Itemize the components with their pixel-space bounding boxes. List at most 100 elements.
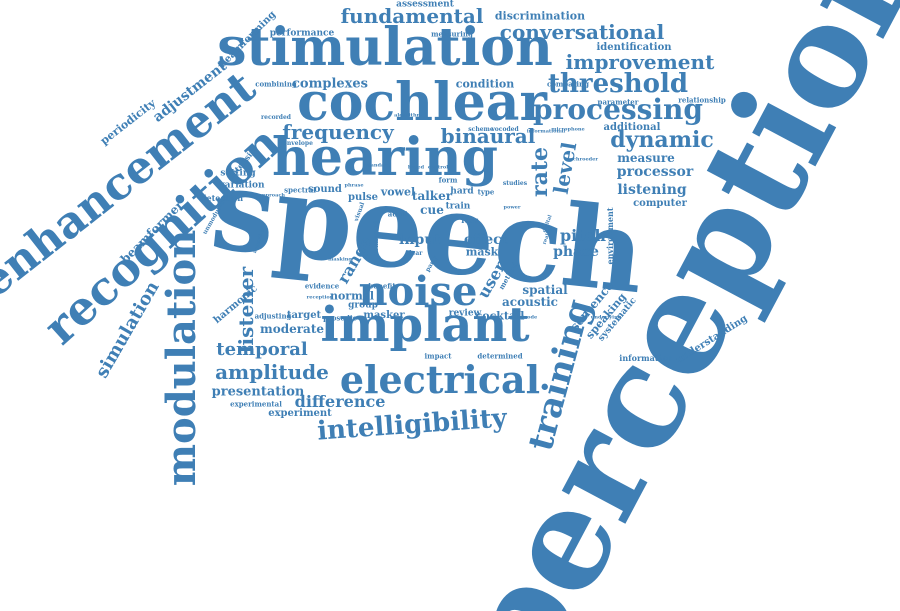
word-pitch: pitch [559, 226, 607, 245]
word-processing: processing [533, 93, 703, 126]
word-loss: loss [461, 215, 479, 225]
word-vocoded: vocoded [491, 126, 519, 133]
word-listening: listening [617, 182, 687, 198]
word-target: target [286, 310, 322, 321]
word-complexes: complexes [292, 76, 368, 92]
word-spatial: spatial [522, 283, 568, 297]
word-sound: sound [308, 184, 342, 195]
word-temporal: temporal [216, 339, 308, 360]
word-stimulation: stimulation [217, 17, 553, 78]
word-hard: hard [450, 186, 474, 197]
word-phrase: phrase [344, 182, 364, 189]
word-implant: implant [320, 297, 530, 353]
word-cocktail: cocktail [475, 309, 525, 323]
word-algorithm: algorithm [394, 112, 422, 119]
word-acoustic: acoustic [502, 295, 558, 309]
word-effect: effect [463, 232, 509, 248]
word-informational: informational [526, 128, 566, 135]
word-adjusting: adjusting [254, 311, 292, 321]
word-relationship: relationship [678, 95, 726, 105]
word-evidence: evidence [304, 281, 340, 291]
word-listener: listener [234, 266, 258, 354]
word-power: power [503, 204, 521, 211]
word-reception: reception [306, 294, 334, 301]
word-cochlear: cochlear [297, 72, 547, 133]
word-control: control [427, 164, 449, 171]
word-frequency: frequency [282, 120, 394, 144]
word-electrode: electrode [510, 314, 538, 321]
word-clear: clear [405, 250, 423, 257]
word-experiment: experiment [268, 408, 332, 419]
word-normal: normal [329, 289, 375, 303]
word-connected: connected [373, 220, 380, 256]
word-modulation: modulation [158, 229, 205, 487]
word-phase: phase [553, 244, 599, 260]
word-based: based [407, 164, 425, 171]
word-adult: adult [387, 209, 409, 219]
word-recorded: recorded [260, 114, 292, 121]
word-identification: identification [596, 42, 672, 53]
word-detection: detection [200, 193, 244, 203]
word-moderate: moderate [259, 322, 325, 336]
word-environment: environment [605, 207, 615, 265]
word-threshold: threshold [547, 69, 689, 99]
word-form: form [438, 175, 458, 185]
word-improvement: improvement [565, 50, 715, 74]
word-noise: noise [358, 268, 478, 315]
word-pulse: pulse [347, 192, 379, 203]
word-scheme: scheme [468, 126, 494, 133]
word-parameter: parameter [597, 97, 639, 107]
word-benefit: benefit [368, 281, 396, 291]
word-underlying: underlying [590, 314, 622, 321]
word-setting: setting [220, 168, 256, 179]
word-binaural: binaural [440, 124, 536, 148]
word-approach: approach [258, 192, 286, 199]
word-dynamic: dynamic [610, 127, 714, 153]
word-amplitude: amplitude [215, 360, 329, 384]
word-rate: rate [527, 146, 553, 198]
word-noisy: noisy [396, 146, 412, 153]
word-group: group [348, 300, 378, 311]
word-vowel: vowel [380, 185, 416, 199]
word-additional: additional [603, 122, 661, 133]
word-envelope: envelope [283, 140, 313, 147]
word-schroeder: schroeder [570, 156, 598, 163]
word-information: information [619, 353, 673, 363]
word-fundamental: fundamental [340, 4, 484, 28]
word-type: type [477, 187, 495, 197]
word-intelligibility: intelligibility [316, 403, 508, 447]
word-masking: masking [328, 256, 352, 263]
word-presentation: presentation [211, 384, 305, 400]
word-processor: processor [616, 164, 694, 180]
word-assessment: assessment [396, 0, 454, 10]
word-experimental: experimental [230, 399, 282, 409]
word-electrical: electrical [339, 357, 541, 402]
word-variation: variation [219, 180, 265, 191]
word-review: review [448, 308, 482, 319]
word-spectral: spectral [284, 185, 316, 195]
word-standard: standard [365, 162, 391, 169]
word-studies: studies [502, 180, 528, 187]
word-performance: performance [269, 28, 335, 39]
word-measuring: measuring [431, 29, 473, 39]
word-hearing: hearing [272, 127, 498, 188]
word-conversational: conversational [499, 20, 665, 44]
word-difference: difference [294, 392, 386, 411]
word-mask: mask [465, 245, 499, 259]
word-cue: cue [420, 203, 444, 217]
word-input: input [399, 232, 441, 248]
word-masker: masker [363, 310, 405, 321]
word-train: train [445, 201, 471, 212]
word-impact: impact [424, 351, 452, 361]
word-combining: combining [255, 79, 297, 89]
word-determined: determined [477, 351, 523, 361]
word-condition: condition [455, 77, 515, 91]
word-computer: computer [633, 198, 687, 209]
word-comparing: comparing [546, 79, 590, 89]
word-discrimination: discrimination [494, 9, 586, 23]
word-measure: measure [617, 151, 675, 165]
word-talker: talker [411, 189, 453, 203]
word-microphone: microphone [551, 126, 585, 133]
word-prosodic: prosodic [323, 313, 357, 323]
